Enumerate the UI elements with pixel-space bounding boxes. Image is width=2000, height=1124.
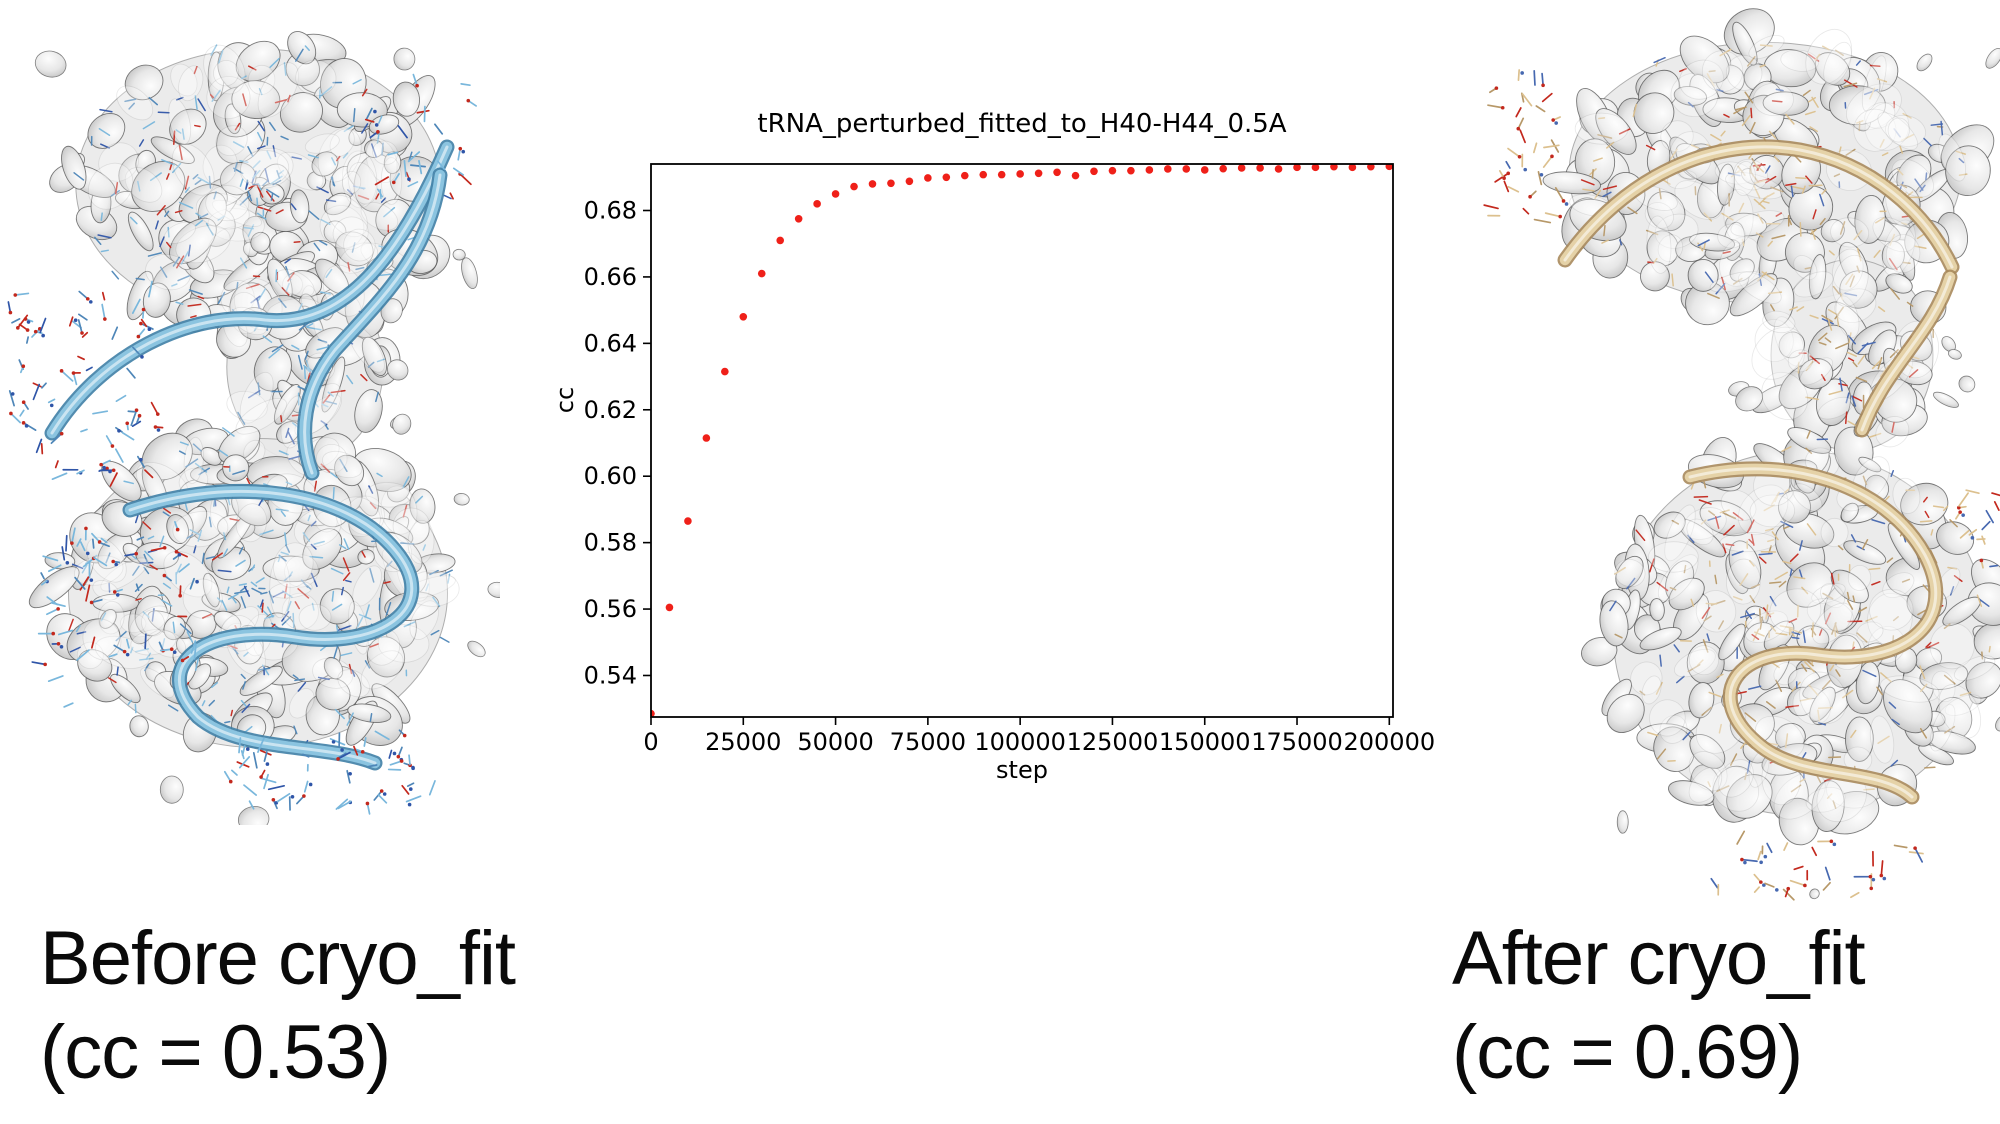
plot-title: tRNA_perturbed_fitted_to_H40-H44_0.5A xyxy=(757,109,1286,139)
svg-text:0.66: 0.66 xyxy=(584,263,637,291)
svg-text:0.62: 0.62 xyxy=(584,396,637,424)
svg-text:0.54: 0.54 xyxy=(584,661,637,689)
caption-after-line2: (cc = 0.69) xyxy=(1452,1010,1803,1095)
y-axis-ticks: 0.54 0.56 0.58 0.60 0.62 0.64 0.66 0.68 xyxy=(584,196,651,689)
svg-text:125000: 125000 xyxy=(1067,728,1159,756)
x-axis-label: step xyxy=(996,756,1048,784)
plot-border xyxy=(650,163,1394,718)
x-axis-ticks: 0 25000 50000 75000 100000 125000 150000 175000… xyxy=(643,717,1435,756)
caption-before-line2: (cc = 0.53) xyxy=(40,1010,391,1095)
molecule-after-image xyxy=(1483,8,2000,901)
svg-text:25000: 25000 xyxy=(705,728,781,756)
y-axis-label: cc xyxy=(551,387,579,413)
svg-text:50000: 50000 xyxy=(797,728,873,756)
svg-text:0.60: 0.60 xyxy=(584,462,637,490)
svg-text:175000: 175000 xyxy=(1251,728,1343,756)
caption-before: Before cryo_fit (cc = 0.53) xyxy=(40,912,516,1100)
caption-after: After cryo_fit (cc = 0.69) xyxy=(1452,912,1866,1100)
svg-text:0.64: 0.64 xyxy=(584,329,637,357)
molecule-before-image xyxy=(7,31,500,825)
svg-text:75000: 75000 xyxy=(890,728,966,756)
cc-step-plot: tRNA_perturbed_fitted_to_H40-H44_0.5A 0.… xyxy=(551,109,1435,784)
svg-text:200000: 200000 xyxy=(1343,728,1435,756)
caption-after-line1: After cryo_fit xyxy=(1452,916,1866,1001)
svg-text:150000: 150000 xyxy=(1159,728,1251,756)
svg-text:0.56: 0.56 xyxy=(584,595,637,623)
svg-text:0.58: 0.58 xyxy=(584,529,637,557)
svg-text:100000: 100000 xyxy=(974,728,1066,756)
svg-text:0: 0 xyxy=(643,728,658,756)
caption-before-line1: Before cryo_fit xyxy=(40,916,516,1001)
scatter-points xyxy=(651,164,1393,717)
svg-text:0.68: 0.68 xyxy=(584,196,637,224)
